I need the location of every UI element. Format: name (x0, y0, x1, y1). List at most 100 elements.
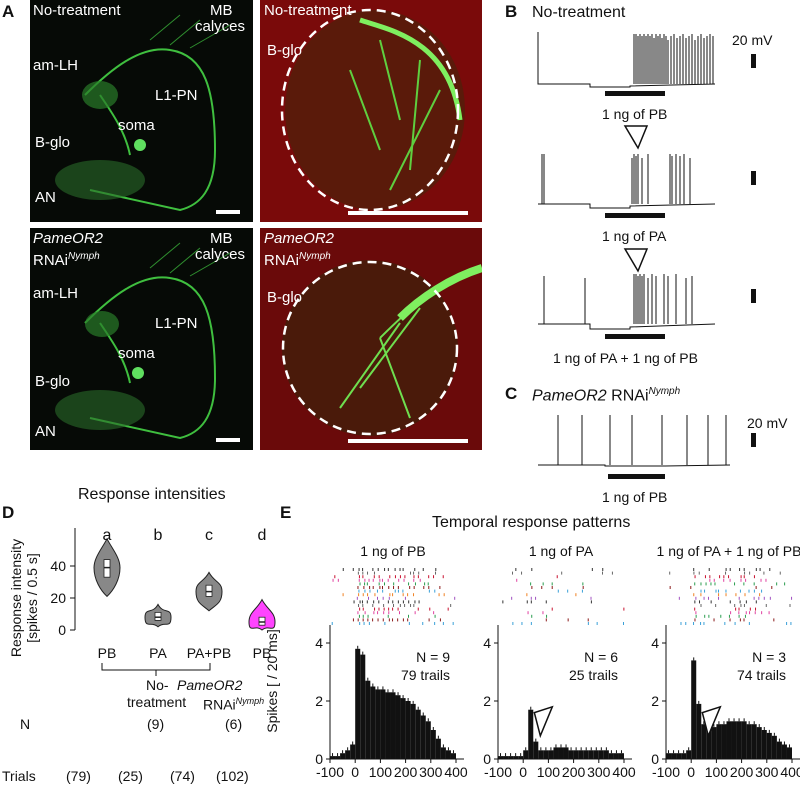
histogram-bar (573, 750, 579, 759)
histogram-bar (335, 756, 341, 759)
raster-row (669, 586, 773, 589)
stimulus-label-1: 1 ng of PB (602, 106, 668, 122)
n-label: N (20, 716, 31, 732)
raster-row (332, 578, 421, 582)
amlh-label: am-LH (33, 285, 79, 302)
histogram-bar (533, 741, 539, 759)
violin-box (154, 612, 162, 621)
histogram-bar (701, 724, 707, 759)
histogram-title: 1 ng of PA (529, 543, 594, 559)
x-tick-label: 400 (612, 764, 636, 780)
histogram-bar (425, 721, 431, 759)
histogram-bar (508, 756, 514, 759)
histogram-bar (756, 727, 762, 759)
scale-bar (216, 438, 240, 442)
y-tick-label: 0 (58, 622, 66, 638)
raster-row (557, 589, 583, 593)
rnai-sup: Nymph (299, 251, 331, 262)
y-tick-label: 2 (651, 693, 659, 709)
voltage-trace-3 (538, 274, 716, 330)
panel-b-traces (537, 32, 756, 339)
trails-label: 79 trails (401, 667, 450, 683)
raster-row (694, 575, 755, 579)
panel-c-trace (538, 415, 756, 479)
n-count-label: N = 3 (752, 649, 786, 665)
bglo-label: B-glo (35, 134, 71, 151)
histogram-bar (380, 689, 386, 759)
l1pn-label: L1-PN (155, 315, 198, 332)
histogram-bar (528, 709, 534, 759)
arrowhead (701, 705, 722, 739)
x-tick-label: 100 (537, 764, 561, 780)
panel-d-title: Response intensities (78, 486, 226, 503)
violin-letters: a b c d (40, 527, 290, 547)
micrograph-rnai-overview: PameOR2 RNAiNymph MB calyces am-LH L1-PN… (30, 228, 253, 450)
x-tick-label: 400 (780, 764, 800, 780)
x-tick-label: 200 (730, 764, 754, 780)
rnai-text: RNAi (611, 387, 649, 405)
y-tick-label: 2 (483, 693, 491, 709)
histogram-bar (721, 724, 727, 759)
mb-label: MB (210, 230, 233, 247)
raster-row (694, 607, 757, 611)
raster-row (357, 611, 435, 615)
ylabel-line1: Response intensity (8, 538, 24, 658)
rnai-label: RNAiNymph (264, 249, 331, 269)
micrograph-rnai-bglo: PameOR2 RNAiNymph B-glo (260, 228, 482, 450)
bglo-label: B-glo (267, 42, 303, 59)
histogram-bar (450, 753, 456, 759)
raster-row (331, 622, 454, 625)
trials-2: (25) (118, 768, 143, 784)
violin-category-label: PA+PB (186, 645, 232, 661)
raster-row (695, 611, 770, 615)
n-no-treatment: (9) (147, 716, 165, 732)
raster-row (693, 593, 761, 597)
stimulus-label-c: 1 ng of PB (602, 489, 668, 505)
x-tick-label: 300 (755, 764, 779, 780)
raster-row (695, 614, 746, 618)
an-label: AN (35, 189, 56, 206)
trials-4: (102) (216, 768, 249, 784)
micrograph-no-treatment-bglo: No-treatment B-glo (260, 0, 482, 222)
y-tick-label: 0 (483, 751, 491, 767)
scale-bar-c (751, 433, 756, 447)
rnai-sup: Nymph (235, 696, 265, 706)
histogram-bar (786, 747, 792, 759)
histogram-bar (385, 692, 391, 759)
significance-letter: a (102, 527, 112, 544)
neuron-image (55, 14, 231, 212)
raster-row (530, 582, 584, 586)
histogram-bar (593, 750, 599, 759)
n-count-label: N = 6 (584, 649, 618, 665)
histogram-bar (553, 747, 559, 759)
histogram-bar (613, 753, 619, 759)
histogram-bar (513, 756, 519, 759)
group-bracket (101, 663, 211, 676)
voltage-trace-c (538, 415, 731, 467)
histogram-bar (430, 730, 436, 759)
raster-row (502, 600, 592, 604)
raster-row (353, 600, 420, 604)
histogram-bar (751, 724, 757, 759)
histogram-bar (395, 695, 401, 759)
calyces-label: calyces (195, 246, 246, 263)
violin-category-label: PB (97, 645, 117, 661)
voltage-trace-1 (537, 32, 716, 88)
raster-row (511, 596, 592, 600)
scale-bar (348, 211, 468, 215)
histogram-bar (405, 701, 411, 759)
raster-row (694, 600, 757, 604)
l1pn-label: L1-PN (155, 87, 198, 104)
histogram-bar (746, 724, 752, 759)
x-tick-label: 0 (351, 764, 359, 780)
histogram-bar (440, 747, 446, 759)
raster-row (357, 586, 441, 589)
violin-categories: PB PA PA+PB PB (40, 645, 290, 665)
scale-bar (216, 210, 240, 214)
histogram-bar (671, 753, 677, 759)
calyces-label: calyces (195, 18, 246, 35)
rnai-text: RNAi (33, 252, 69, 269)
trials-3: (74) (170, 768, 195, 784)
